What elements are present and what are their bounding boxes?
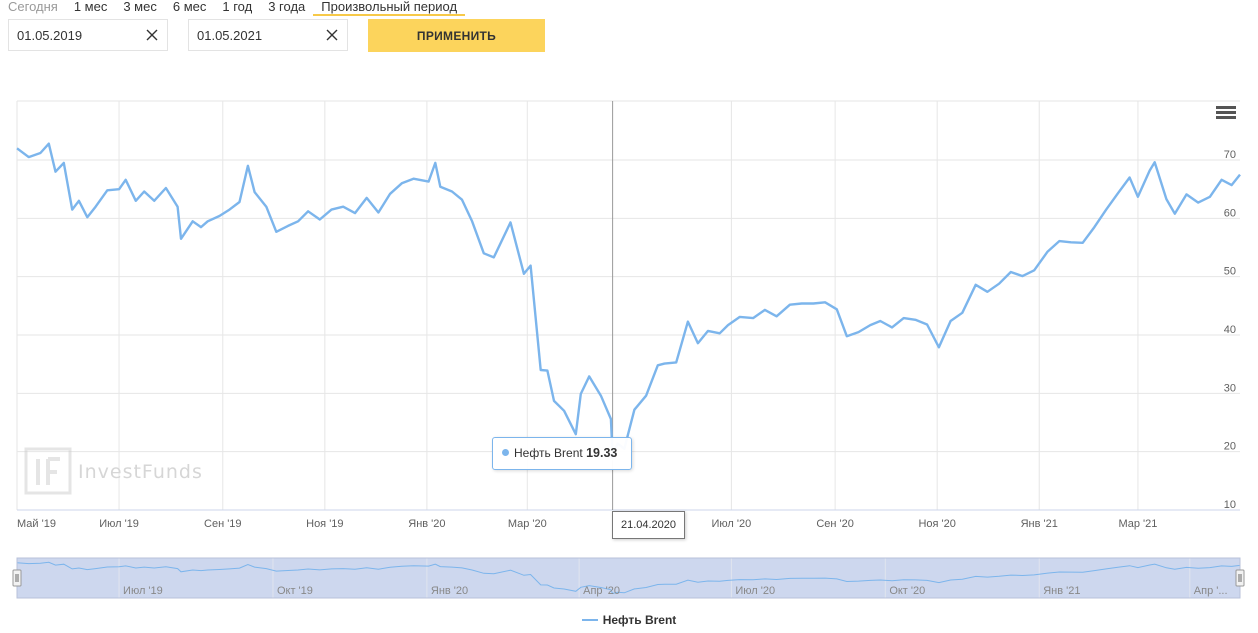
tab-custom-period[interactable]: Произвольный период [313,0,466,16]
close-icon[interactable] [145,28,159,42]
tab-today[interactable]: Сегодня [8,0,58,14]
date-to-field [188,19,348,51]
x-tick-label: Сен '19 [204,518,242,530]
navigator-tick-label: Янв '20 [431,585,468,597]
legend-item-brent[interactable]: Нефть Brent [0,613,1258,627]
period-tabs: Сегодня 1 мес 3 мес 6 мес 1 год 3 года П… [0,0,466,16]
navigator-series-line [16,561,1241,595]
investfunds-logo [24,447,72,495]
x-tick-label: Мар '20 [508,518,547,530]
y-tick-label: 30 [1224,382,1236,394]
x-tick-label: Янв '21 [1021,518,1058,530]
legend-label: Нефть Brent [602,613,677,627]
navigator-tick-label: Окт '19 [277,585,313,597]
tooltip-value: 19.33 [586,446,618,460]
x-tick-label: Сен '20 [816,518,854,530]
x-tick-label: Янв '20 [408,518,445,530]
date-from-input[interactable] [9,26,139,44]
navigator-tick-label: Окт '20 [889,585,925,597]
series-dot-icon [502,449,509,456]
tooltip-series-name: Нефть Brent [514,446,583,460]
navigator-handle-icon[interactable] [1235,569,1245,587]
navigator-tick-label: Июл '19 [123,585,163,597]
date-from-field [8,19,168,51]
y-tick-label: 40 [1224,324,1236,336]
y-tick-label: 50 [1224,266,1236,278]
x-tick-label: Ноя '19 [306,518,343,530]
tab-6-months[interactable]: 6 мес [172,0,207,14]
range-navigator[interactable]: Июл '19 Окт '19 Янв '20 Апр '20 Июл '20 Окт '… [12,557,1245,599]
tab-1-month[interactable]: 1 мес [73,0,108,14]
x-tick-label: Мар '21 [1118,518,1157,530]
tab-3-years[interactable]: 3 года [268,0,306,14]
legend-swatch [581,619,598,621]
navigator-handle-right[interactable] [1235,569,1245,587]
series-line-brent [16,142,1241,457]
navigator-handle-left[interactable] [12,569,22,587]
x-axis-labels: Май '19 Июл '19 Сен '19 Ноя '19 Янв '20 Мар '… [17,518,1157,530]
y-tick-label: 10 [1224,499,1236,511]
y-tick-label: 20 [1224,441,1236,453]
x-tick-label: Июл '20 [712,518,752,530]
price-chart: 10 20 30 40 50 60 70 Май '19 Июл '19 Сен '19 Ноя … [12,100,1245,599]
navigator-handle-icon[interactable] [12,569,22,587]
date-to-input[interactable] [189,26,319,44]
y-tick-label: 60 [1224,207,1236,219]
chart-tooltip: Нефть Brent 19.33 [492,437,632,470]
navigator-tick-label: Апр '... [1194,585,1228,597]
tab-1-year[interactable]: 1 год [222,0,253,14]
navigator-tick-label: Июл '20 [735,585,775,597]
tab-3-months[interactable]: 3 мес [123,0,157,14]
x-tick-label: Ноя '20 [918,518,955,530]
crosshair-date-label: 21.04.2020 [612,511,685,539]
x-tick-label: Май '19 [17,518,56,530]
navigator-tick-label: Апр '20 [583,585,620,597]
chart-grid [16,100,1240,510]
y-axis-labels: 10 20 30 40 50 60 70 [1224,149,1236,511]
hamburger-menu-icon[interactable] [1216,106,1236,120]
apply-button[interactable]: ПРИМЕНИТЬ [368,19,545,52]
navigator-tick-label: Янв '21 [1043,585,1080,597]
watermark-text: InvestFunds [78,461,203,483]
close-icon[interactable] [325,28,339,42]
x-tick-label: Июл '19 [99,518,139,530]
y-tick-label: 70 [1224,149,1236,161]
